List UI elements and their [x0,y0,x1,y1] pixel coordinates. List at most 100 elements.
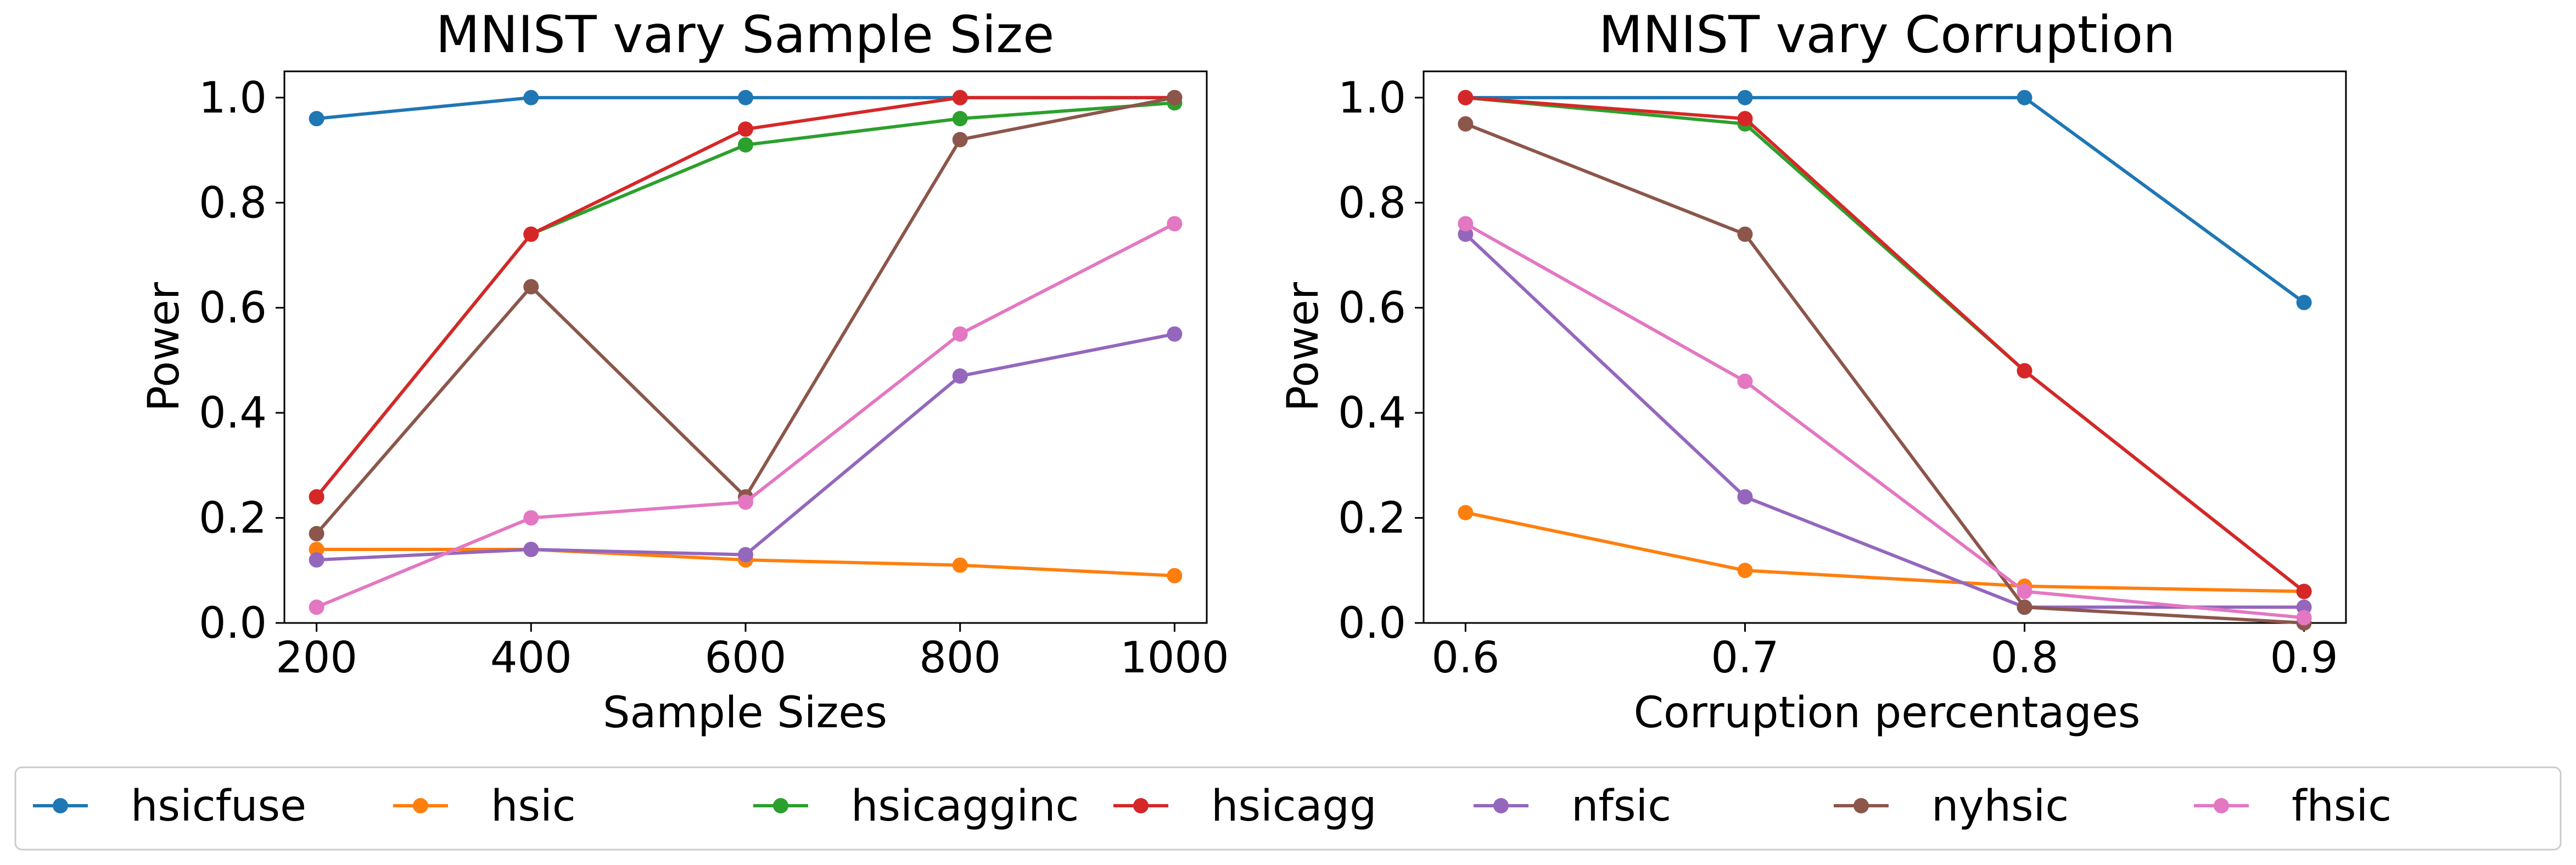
y-tick-label: 0.0 [199,599,267,648]
legend-label: hsic [491,782,576,831]
y-tick-label: 0.2 [199,494,267,543]
legend-items: hsicfuse hsic hsicagginc hsicagg nfsic nyhsic… [33,782,2392,831]
series-line-nfsic [1464,233,2304,609]
series-line-nyhsic [315,96,1175,535]
series-line-hsicfuse [1465,96,2305,304]
x-tick-label: 800 [919,633,1001,683]
data-point-nyhsic [952,132,968,148]
y-tick-label: 0.6 [1338,284,1406,333]
data-point-hsic [309,542,324,557]
x-tick-label: 0.7 [1711,633,1779,683]
data-point-hsicfuse [2017,89,2032,105]
x-tick-label: 400 [490,633,572,683]
data-point-fhsic [952,326,968,342]
legend-entry-nfsic: nfsic [1474,782,1671,831]
legend-marker-icon [413,798,428,813]
data-point-nfsic [1458,226,1474,242]
data-point-hsicagg [738,121,753,137]
legend-marker-icon [2214,798,2229,813]
data-point-fhsic [738,494,753,510]
data-point-nfsic [952,368,968,384]
data-point-hsicagg [2296,583,2312,599]
chart-title: MNIST vary Corruption [1599,5,2175,64]
data-point-hsicfuse [1737,89,1753,105]
x-axis-label: Sample Sizes [603,688,887,738]
data-point-hsic [1737,563,1753,578]
y-axis-label: Power [139,282,189,412]
chart-corruption: MNIST vary Corruption Corruption percent… [1279,5,2347,738]
legend-entry-nyhsic: nyhsic [1834,782,2069,831]
data-point-hsicagg [523,226,539,242]
series-group [309,89,1183,615]
series-line-hsic [1465,511,2304,593]
data-point-nfsic [1737,489,1753,505]
data-point-fhsic [309,599,324,615]
data-point-fhsic [2017,583,2032,599]
data-point-hsicagginc [738,137,753,153]
x-axis-label: Corruption percentages [1634,688,2141,738]
y-tick-label: 1.0 [1338,74,1406,123]
legend-entry-hsicfuse: hsicfuse [33,782,306,831]
y-tick-label: 0.0 [1338,599,1406,648]
series-line-fhsic [1464,222,2304,620]
plot-frame [1423,70,2347,624]
data-point-hsicfuse [738,89,753,105]
data-point-nfsic [309,552,324,568]
y-axis-label: Power [1279,282,1328,412]
data-point-hsicagginc [952,111,968,127]
legend-entry-hsic: hsic [393,782,576,831]
legend-marker-icon [1133,798,1149,813]
legend: hsicfuse hsic hsicagginc hsicagg nfsic nyhsic… [14,766,2562,851]
data-point-nfsic [2296,599,2312,615]
data-point-nyhsic [1167,89,1183,105]
data-point-hsicfuse [309,111,324,127]
data-point-fhsic [523,510,539,526]
series-line-nfsic [316,332,1175,562]
legend-label: hsicagg [1211,782,1376,831]
chart-sample-size: MNIST vary Sample Size Sample Sizes Powe… [139,5,1229,738]
data-point-hsicfuse [2296,295,2312,311]
series-line-hsicagginc [315,101,1175,498]
legend-marker-icon [53,798,68,813]
y-tick-label: 0.6 [199,284,267,333]
legend-label: hsicagginc [851,782,1079,831]
data-point-nyhsic [2017,599,2032,615]
legend-label: nfsic [1571,782,1671,831]
legend-marker-icon [1853,798,1869,813]
y-tick-label: 0.8 [199,178,267,228]
y-tick-label: 0.2 [1338,494,1406,543]
data-point-hsicagg [309,489,324,505]
data-point-hsicagg [1737,111,1753,127]
legend-marker-icon [773,798,788,813]
data-point-nfsic [523,542,539,557]
data-point-nfsic [738,547,753,563]
data-point-hsicagg [952,89,968,105]
plot-frame [283,70,1208,624]
x-tick-label: 0.8 [1991,633,2059,683]
data-point-hsicfuse [523,89,539,105]
data-point-fhsic [2296,610,2312,626]
x-tick-label: 0.9 [2270,633,2338,683]
y-tick-label: 0.4 [1338,389,1406,438]
legend-label: nyhsic [1931,782,2069,831]
y-ticks: 0.0 0.2 0.4 0.6 0.8 1.0 [1338,74,1424,648]
data-point-fhsic [1737,373,1753,389]
data-point-nyhsic [523,279,539,295]
data-point-nyhsic [1737,226,1753,242]
x-tick-label: 1000 [1120,633,1229,683]
x-tick-label: 0.6 [1431,633,1499,683]
data-point-hsic [1167,568,1183,583]
legend-label: hsicfuse [131,782,306,831]
data-point-nyhsic [1458,116,1474,132]
series-line-hsicagg [1465,96,2305,593]
legend-entry-hsicagg: hsicagg [1113,782,1376,831]
y-ticks: 0.0 0.2 0.4 0.6 0.8 1.0 [199,74,284,648]
legend-entry-fhsic: fhsic [2194,782,2392,831]
series-group [1458,89,2312,631]
legend-entry-hsicagginc: hsicagginc [753,782,1079,831]
series-line-hsicagginc [1465,96,2305,593]
y-tick-label: 0.8 [1338,178,1406,228]
legend-label: fhsic [2292,782,2392,831]
data-point-hsicagg [1458,89,1474,105]
